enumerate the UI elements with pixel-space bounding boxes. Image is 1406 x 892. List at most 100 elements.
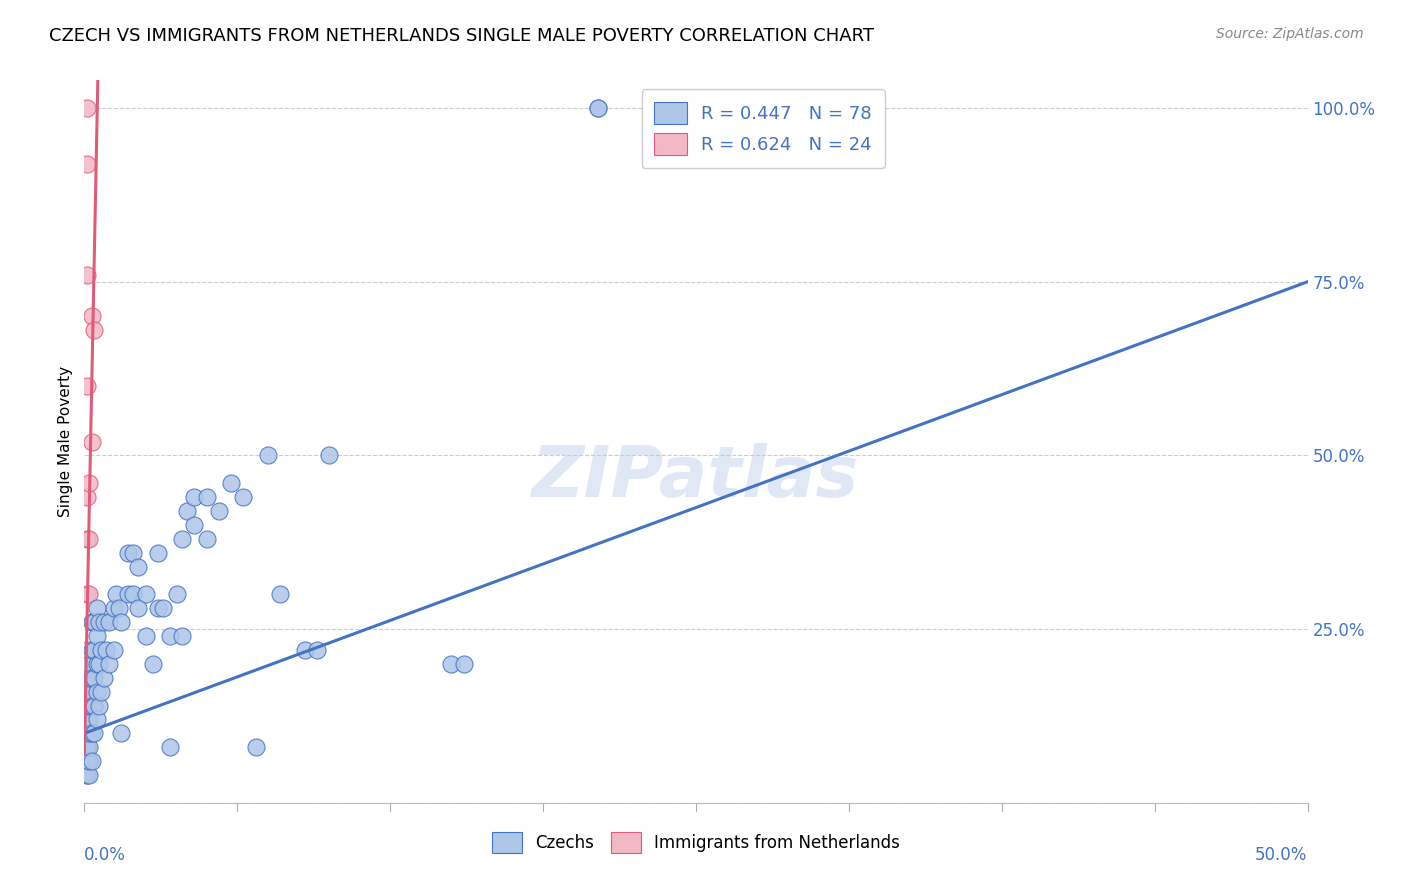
- Text: ZIPatlas: ZIPatlas: [533, 443, 859, 512]
- Point: [76, 156, 98, 170]
- Point: [127, 559, 149, 574]
- Text: Source: ZipAtlas.com: Source: ZipAtlas.com: [1216, 27, 1364, 41]
- Point: [76, 754, 98, 768]
- Point: [80, 615, 103, 630]
- Point: [76, 754, 98, 768]
- Point: [83, 698, 105, 713]
- Point: [76, 726, 98, 740]
- Point: [166, 587, 188, 601]
- Point: [586, 101, 609, 115]
- Point: [172, 629, 194, 643]
- Point: [90, 643, 112, 657]
- Point: [83, 698, 105, 713]
- Point: [77, 754, 100, 768]
- Point: [219, 476, 242, 491]
- Point: [122, 546, 145, 560]
- Point: [76, 740, 98, 755]
- Point: [294, 643, 316, 657]
- Text: CZECH VS IMMIGRANTS FROM NETHERLANDS SINGLE MALE POVERTY CORRELATION CHART: CZECH VS IMMIGRANTS FROM NETHERLANDS SIN…: [49, 27, 875, 45]
- Point: [135, 629, 157, 643]
- Point: [208, 504, 231, 518]
- Point: [76, 101, 98, 115]
- Point: [86, 713, 108, 727]
- Point: [86, 629, 108, 643]
- Point: [77, 587, 100, 601]
- Point: [83, 726, 105, 740]
- Point: [96, 643, 118, 657]
- Y-axis label: Single Male Poverty: Single Male Poverty: [58, 366, 73, 517]
- Point: [76, 587, 98, 601]
- Point: [97, 657, 120, 671]
- Point: [77, 726, 100, 740]
- Point: [76, 768, 98, 782]
- Point: [269, 587, 291, 601]
- Point: [77, 740, 100, 755]
- Point: [105, 587, 128, 601]
- Point: [110, 726, 132, 740]
- Point: [176, 504, 198, 518]
- Point: [305, 643, 328, 657]
- Point: [76, 740, 98, 755]
- Point: [77, 713, 100, 727]
- Point: [76, 643, 98, 657]
- Point: [83, 323, 105, 337]
- Point: [232, 490, 254, 504]
- Point: [77, 698, 100, 713]
- Point: [127, 601, 149, 615]
- Point: [93, 671, 115, 685]
- Point: [77, 768, 100, 782]
- Point: [76, 671, 98, 685]
- Point: [86, 684, 108, 698]
- Point: [93, 615, 115, 630]
- Point: [257, 449, 280, 463]
- Point: [76, 268, 98, 282]
- Point: [453, 657, 475, 671]
- Point: [77, 476, 100, 491]
- Point: [83, 615, 105, 630]
- Point: [117, 546, 139, 560]
- Point: [80, 434, 103, 449]
- Point: [80, 671, 103, 685]
- Point: [76, 768, 98, 782]
- Text: 50.0%: 50.0%: [1256, 847, 1308, 864]
- Point: [83, 671, 105, 685]
- Point: [87, 657, 110, 671]
- Point: [80, 643, 103, 657]
- Point: [80, 615, 103, 630]
- Point: [135, 587, 157, 601]
- Point: [440, 657, 463, 671]
- Point: [80, 754, 103, 768]
- Point: [77, 684, 100, 698]
- Point: [77, 532, 100, 546]
- Point: [76, 684, 98, 698]
- Point: [80, 726, 103, 740]
- Point: [117, 587, 139, 601]
- Point: [77, 671, 100, 685]
- Point: [76, 726, 98, 740]
- Point: [80, 310, 103, 324]
- Point: [80, 698, 103, 713]
- Text: 0.0%: 0.0%: [84, 847, 127, 864]
- Point: [110, 615, 132, 630]
- Point: [195, 490, 218, 504]
- Point: [76, 490, 98, 504]
- Point: [76, 379, 98, 393]
- Point: [245, 740, 267, 755]
- Point: [142, 657, 165, 671]
- Point: [87, 698, 110, 713]
- Point: [195, 532, 218, 546]
- Point: [758, 101, 780, 115]
- Point: [77, 657, 100, 671]
- Point: [103, 643, 125, 657]
- Point: [122, 587, 145, 601]
- Point: [76, 532, 98, 546]
- Point: [77, 684, 100, 698]
- Point: [76, 698, 98, 713]
- Point: [97, 615, 120, 630]
- Point: [183, 517, 205, 532]
- Point: [76, 713, 98, 727]
- Point: [103, 601, 125, 615]
- Legend: Czechs, Immigrants from Netherlands: Czechs, Immigrants from Netherlands: [485, 826, 907, 860]
- Point: [77, 754, 100, 768]
- Point: [87, 615, 110, 630]
